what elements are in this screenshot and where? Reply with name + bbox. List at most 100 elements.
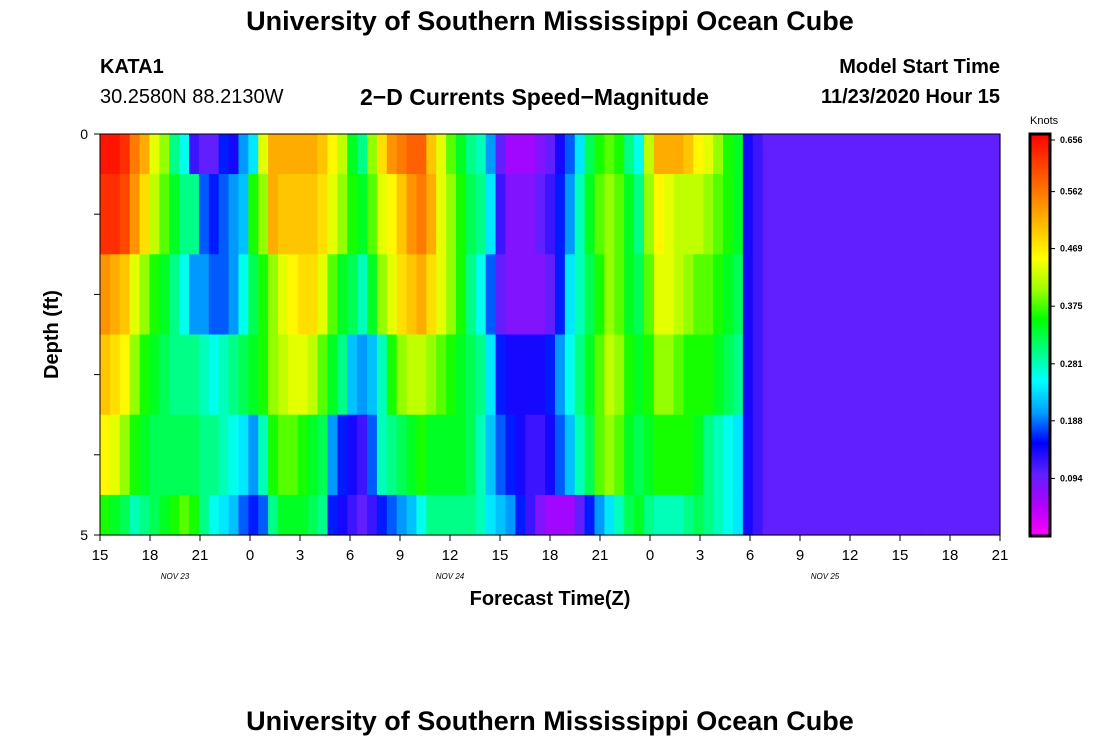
heatmap-cell — [752, 134, 764, 175]
heatmap-cell — [545, 174, 556, 255]
heatmap-cell — [535, 334, 546, 416]
model-start-value: 11/23/2020 Hour 15 — [820, 86, 1000, 108]
heatmap-cell — [189, 414, 200, 496]
heatmap-cell — [792, 334, 803, 416]
heatmap-cell — [604, 494, 615, 536]
heatmap-cell — [515, 334, 526, 416]
heatmap-cell — [643, 134, 655, 175]
heatmap-cell — [475, 334, 487, 416]
heatmap-cell — [574, 414, 586, 496]
heatmap-cell — [920, 494, 932, 536]
heatmap-cell — [723, 134, 734, 175]
heatmap-cell — [851, 494, 863, 536]
heatmap-cell — [584, 254, 596, 336]
colorbar-tick-label: 0.469 — [1060, 244, 1083, 254]
x-tick-label: 21 — [992, 547, 1009, 564]
heatmap-cell — [189, 174, 200, 255]
heatmap-cell — [792, 254, 803, 336]
heatmap-cell — [861, 134, 873, 175]
heatmap-cell — [169, 414, 180, 496]
heatmap-cell — [772, 414, 784, 496]
heatmap-cell — [367, 494, 378, 536]
heatmap-cell — [742, 254, 754, 336]
heatmap-cell — [891, 334, 902, 416]
heatmap-cell — [812, 414, 823, 496]
heatmap-cell — [109, 334, 121, 416]
heatmap-cell — [703, 174, 714, 255]
heatmap-cell — [653, 334, 665, 416]
heatmap-cell — [367, 334, 378, 416]
heatmap-cell — [970, 494, 981, 536]
heatmap-cell — [742, 334, 754, 416]
heatmap-cell — [456, 494, 467, 536]
heatmap-cell — [149, 134, 160, 175]
heatmap-cell — [732, 414, 744, 496]
heatmap-cell — [287, 334, 299, 416]
heatmap-cell — [218, 414, 230, 496]
heatmap-cell — [337, 174, 348, 255]
heatmap-cell — [189, 494, 200, 536]
heatmap-cell — [426, 494, 437, 536]
station-id: KATA1 — [100, 56, 164, 78]
heatmap-cell — [495, 134, 507, 175]
heatmap-cell — [772, 494, 784, 536]
heatmap-cell — [940, 414, 952, 496]
heatmap-cell — [307, 174, 319, 255]
heatmap-cell — [258, 334, 269, 416]
heatmap-cell — [861, 254, 873, 336]
heatmap-cell — [416, 414, 427, 496]
colorbar-tick-label: 0.656 — [1060, 135, 1083, 145]
heatmap-cell — [208, 134, 220, 175]
footer-title: University of Southern Mississippi Ocean… — [246, 706, 854, 736]
heatmap-cell — [376, 494, 388, 536]
heatmap-cell — [446, 254, 457, 336]
heatmap-cell — [169, 254, 180, 336]
heatmap-cell — [950, 414, 962, 496]
heatmap-cell — [228, 414, 240, 496]
heatmap-cell — [307, 414, 319, 496]
heatmap-cell — [436, 254, 447, 336]
heatmap-cell — [357, 174, 368, 255]
heatmap-cell — [614, 494, 625, 536]
heatmap-cell — [910, 134, 922, 175]
heatmap-cell — [831, 254, 843, 336]
heatmap-cell — [347, 414, 358, 496]
heatmap-cell — [980, 494, 991, 536]
heatmap-cell — [742, 414, 754, 496]
heatmap-cell — [653, 414, 665, 496]
heatmap-cell — [129, 254, 141, 336]
heatmap-cell — [841, 494, 853, 536]
heatmap-cell — [416, 334, 427, 416]
heatmap-cell — [337, 334, 348, 416]
heatmap-cell — [920, 254, 932, 336]
chart-subtitle: 2−D Currents Speed−Magnitude — [360, 84, 709, 110]
heatmap-cell — [584, 174, 596, 255]
heatmap-cell — [634, 494, 645, 536]
x-tick-label: 6 — [346, 547, 354, 564]
heatmap-cell — [831, 174, 843, 255]
heatmap-cell — [940, 254, 952, 336]
heatmap-cell — [990, 334, 1001, 416]
heatmap-cell — [545, 494, 556, 536]
heatmap-cell — [881, 134, 892, 175]
heatmap-cell — [663, 414, 675, 496]
x-tick-label: 0 — [246, 547, 254, 564]
heatmap-cell — [831, 334, 843, 416]
heatmap-cell — [465, 174, 477, 255]
heatmap-cell — [762, 254, 774, 336]
heatmap-cell — [673, 494, 685, 536]
heatmap-cell — [416, 134, 427, 175]
heatmap-cell — [297, 494, 309, 536]
heatmap-cell — [871, 174, 882, 255]
heatmap-cell — [218, 494, 230, 536]
heatmap-cell — [396, 414, 408, 496]
heatmap-cell — [871, 414, 882, 496]
heatmap-cell — [307, 494, 319, 536]
heatmap-cell — [653, 254, 665, 336]
heatmap-cell — [278, 174, 289, 255]
heatmap-cell — [258, 414, 269, 496]
x-tick-label: 15 — [492, 547, 509, 564]
heatmap-cell — [762, 174, 774, 255]
heatmap-cell — [614, 254, 625, 336]
heatmap-cell — [990, 414, 1001, 496]
